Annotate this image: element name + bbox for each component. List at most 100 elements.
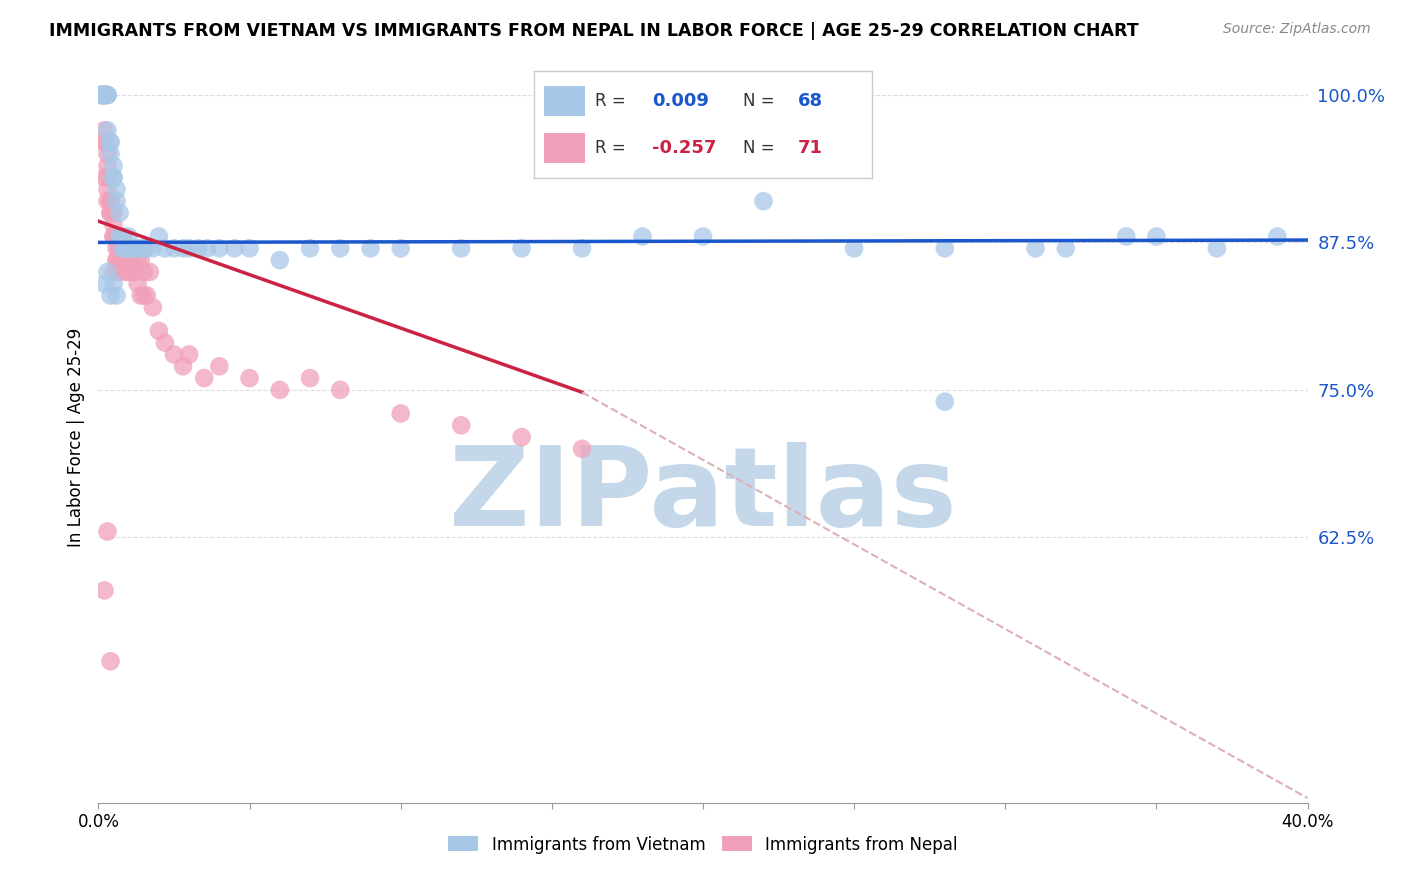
Point — [90, 87, 112, 102]
Text: -0.257: -0.257 — [652, 139, 717, 157]
Point — [269, 383, 291, 397]
Point — [172, 241, 194, 255]
Point — [100, 206, 122, 220]
Point — [135, 241, 157, 255]
Point — [93, 87, 115, 102]
Point — [692, 229, 714, 244]
Point — [114, 241, 136, 255]
Point — [108, 253, 131, 268]
Point — [129, 253, 152, 268]
Text: 71: 71 — [797, 139, 823, 157]
Point — [96, 524, 118, 539]
Bar — [544, 134, 585, 163]
Point — [93, 123, 115, 137]
Point — [105, 253, 128, 268]
Point — [360, 241, 382, 255]
Point — [90, 87, 112, 102]
Point — [93, 87, 115, 102]
Point — [208, 241, 231, 255]
Point — [93, 135, 115, 149]
Point — [179, 347, 201, 361]
Point — [1024, 241, 1046, 255]
Point — [153, 335, 176, 350]
Point — [510, 241, 533, 255]
Point — [100, 135, 122, 149]
Point — [450, 241, 472, 255]
Point — [105, 194, 128, 208]
Point — [1115, 229, 1137, 244]
Point — [239, 241, 262, 255]
Point — [118, 229, 141, 244]
Point — [105, 241, 128, 255]
Point — [118, 241, 141, 255]
Point — [118, 253, 141, 268]
Point — [105, 288, 128, 302]
Point — [100, 288, 122, 302]
Point — [96, 182, 118, 196]
Point — [111, 241, 134, 255]
Point — [93, 87, 115, 102]
Point — [571, 241, 593, 255]
Point — [111, 241, 134, 255]
Point — [121, 265, 143, 279]
Text: R =: R = — [595, 93, 626, 111]
Point — [114, 241, 136, 255]
Point — [100, 206, 122, 220]
Point — [153, 241, 176, 255]
Point — [1206, 241, 1229, 255]
Point — [148, 324, 170, 338]
Point — [93, 583, 115, 598]
Point — [93, 87, 115, 102]
Point — [103, 170, 125, 185]
Point — [100, 194, 122, 208]
Point — [96, 159, 118, 173]
Point — [111, 253, 134, 268]
Point — [111, 229, 134, 244]
Point — [127, 253, 149, 268]
Point — [118, 241, 141, 255]
Point — [163, 347, 186, 361]
Text: 0.009: 0.009 — [652, 93, 709, 111]
Point — [93, 87, 115, 102]
Point — [224, 241, 246, 255]
Point — [90, 87, 112, 102]
Point — [103, 277, 125, 291]
Point — [103, 265, 125, 279]
Point — [114, 253, 136, 268]
Text: N =: N = — [744, 93, 775, 111]
Point — [844, 241, 866, 255]
Point — [121, 241, 143, 255]
Point — [934, 394, 956, 409]
Point — [93, 135, 115, 149]
Point — [389, 407, 412, 421]
Point — [93, 277, 115, 291]
Point — [118, 265, 141, 279]
Point — [329, 241, 352, 255]
Point — [132, 265, 155, 279]
Point — [108, 229, 131, 244]
Point — [631, 229, 654, 244]
Point — [100, 135, 122, 149]
Point — [90, 87, 112, 102]
Point — [114, 265, 136, 279]
Point — [93, 87, 115, 102]
Point — [193, 371, 215, 385]
Point — [105, 182, 128, 196]
Point — [132, 241, 155, 255]
Point — [142, 301, 165, 315]
Point — [108, 241, 131, 255]
Point — [124, 241, 146, 255]
Point — [179, 241, 201, 255]
Point — [934, 241, 956, 255]
Point — [105, 229, 128, 244]
Point — [299, 371, 322, 385]
Point — [100, 147, 122, 161]
Point — [163, 241, 186, 255]
Point — [127, 241, 149, 255]
Point — [121, 253, 143, 268]
Point — [187, 241, 209, 255]
Point — [571, 442, 593, 456]
Point — [96, 147, 118, 161]
Point — [1144, 229, 1167, 244]
Point — [239, 371, 262, 385]
